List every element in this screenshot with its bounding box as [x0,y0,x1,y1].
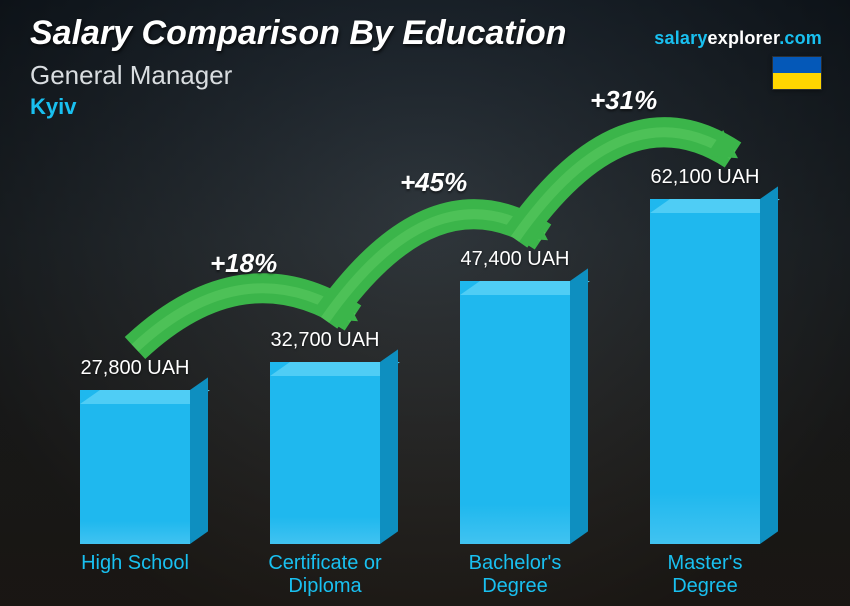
bar-2: 47,400 UAH [420,248,610,544]
category-label: High School [40,552,230,598]
bar-value-label: 32,700 UAH [271,329,380,352]
brand-part-1: salary [654,28,707,48]
category-label: Master'sDegree [610,552,800,598]
category-label: Certificate orDiploma [230,552,420,598]
brand-watermark: salaryexplorer.com [654,28,822,49]
bars-container: 27,800 UAH 32,700 UAH 47,400 UAH 62,100 UAH [40,120,800,544]
bar-front-face [650,199,760,544]
bar-value-label: 62,100 UAH [651,166,760,189]
flag-stripe-top [773,57,821,73]
chart-area: 27,800 UAH 32,700 UAH 47,400 UAH 62,100 UAH… [40,120,800,544]
chart-subtitle: General Manager [30,60,232,91]
bar-0: 27,800 UAH [40,357,230,544]
bar-side-face [570,268,588,544]
bar-side-face [760,186,778,544]
category-label: Bachelor'sDegree [420,552,610,598]
flag-stripe-bottom [773,73,821,89]
increase-label: +31% [590,85,657,116]
category-labels-row: High SchoolCertificate orDiplomaBachelor… [40,552,800,598]
bar-front-face [270,362,380,544]
bar-value-label: 47,400 UAH [461,248,570,271]
bar-front-face [80,390,190,544]
bar-3: 62,100 UAH [610,166,800,544]
bar-front-face [460,281,570,544]
chart-title: Salary Comparison By Education [30,14,567,53]
bar-3d [460,281,570,544]
bar-side-face [380,349,398,544]
bar-side-face [190,377,208,544]
bar-3d [270,362,380,544]
brand-part-2: explorer [708,28,780,48]
brand-part-3: .com [779,28,822,48]
bar-3d [650,199,760,544]
bar-3d [80,390,190,544]
flag-ukraine [772,56,822,90]
bar-value-label: 27,800 UAH [81,357,190,380]
bar-1: 32,700 UAH [230,329,420,544]
infographic-stage: Salary Comparison By Education General M… [0,0,850,606]
chart-location: Kyiv [30,94,76,120]
